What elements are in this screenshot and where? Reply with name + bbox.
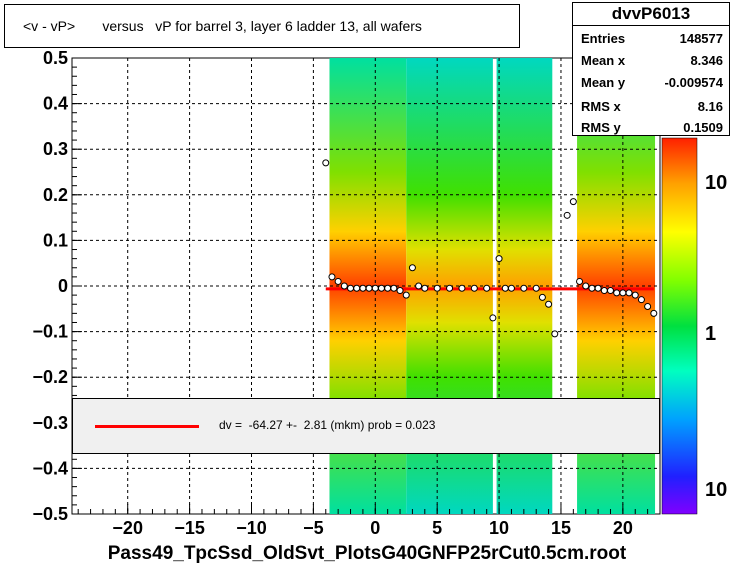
z-tick-label: 10 [705,172,727,194]
y-tick-label: 0.4 [43,94,68,114]
title-box: <v - vP> versus vP for barrel 3, layer 6… [4,4,520,48]
stats-key: Mean x [581,53,626,68]
profile-point [415,282,423,290]
profile-point [489,314,497,322]
y-tick-label: 0.1 [43,230,68,250]
profile-point [470,284,478,292]
y-tick-label: −0.4 [32,458,68,478]
profile-point [365,284,373,292]
fit-legend-label: dv = -64.27 +- 2.81 (mkm) prob = 0.023 [219,418,436,432]
profile-point [532,284,540,292]
x-tick-label: 0 [370,518,380,538]
stats-value: 8.346 [690,53,723,68]
stats-value: 148577 [679,31,723,46]
profile-point [538,293,546,301]
color-scale-bar [661,137,698,515]
stats-value: 8.16 [697,99,723,114]
stats-key: RMS y [581,120,621,135]
stats-key: Entries [581,31,626,46]
profile-point [501,284,509,292]
profile-point [322,159,330,167]
profile-point [408,264,416,272]
x-tick-label: 20 [613,518,633,538]
profile-point [458,284,466,292]
profile-point [625,289,633,297]
profile-point [353,284,361,292]
axes: −20 −15 −10 −5 0 5 10 15 20 −0.5 −0.4 −0.3 −0.2 −0.1 0… [32,48,649,538]
x-axis-title: Pass49_TpcSsd_OldSvt_PlotsG40GNFP25rCut0… [107,543,627,564]
stats-value: -0.009574 [664,75,723,90]
profile-point [347,284,355,292]
y-tick-label: −0.5 [32,504,68,524]
profile-point [402,291,410,299]
profile-point [377,284,385,292]
profile-point [600,287,608,295]
stats-key: Mean y [581,75,626,90]
x-tick-label: −20 [112,518,143,538]
profile-point [637,296,645,304]
stats-key: RMS x [581,99,621,114]
profile-point [613,289,621,297]
y-tick-label: 0.5 [43,48,68,68]
profile-point [340,282,348,290]
stats-value: 0.1509 [683,120,723,135]
profile-point [545,300,553,308]
profile-point [390,284,398,292]
chart-title: <v - vP> versus vP for barrel 3, layer 6… [23,18,422,34]
y-tick-label: −0.1 [32,322,68,342]
y-tick-label: −0.3 [32,413,68,433]
stats-row: RMS x 8.16 [581,99,723,119]
x-tick-label: 10 [489,518,509,538]
stats-row: Entries 148577 [581,31,723,51]
stats-row: Mean x 8.346 [581,53,723,73]
profile-point [569,198,577,206]
profile-point [619,289,627,297]
profile-point [644,303,652,311]
profile-point [551,330,559,338]
profile-point [588,284,596,292]
profile-point [433,284,441,292]
profile-point [507,284,515,292]
profile-point [520,284,528,292]
profile-point [384,284,392,292]
x-tick-label: 5 [432,518,442,538]
stats-box: dvvP6013 Entries 148577 Mean x 8.346 Mean … [572,2,730,136]
stats-row: Mean y -0.009574 [581,75,723,95]
profile-point [495,255,503,263]
y-tick-label: −0.2 [32,367,68,387]
profile-point [421,284,429,292]
profile-points [322,159,658,338]
profile-point [576,277,584,285]
profile-point [582,282,590,290]
fit-legend-line [95,425,199,428]
profile-point [650,309,658,317]
profile-point [483,284,491,292]
stats-row: RMS y 0.1509 [581,120,723,140]
profile-point [446,284,454,292]
x-tick-label: 15 [551,518,571,538]
x-tick-label: −10 [236,518,267,538]
x-tick-label: −15 [174,518,205,538]
y-tick-label: 0.3 [43,139,68,159]
y-tick-label: 0.2 [43,185,68,205]
y-tick-label: 0 [58,276,68,296]
profile-point [359,284,367,292]
profile-point [606,287,614,295]
profile-point [563,211,571,219]
z-tick-label: 10 [705,479,727,501]
z-tick-label: 1 [705,323,716,345]
stats-name: dvvP6013 [573,3,729,26]
profile-point [396,287,404,295]
profile-point [334,277,342,285]
profile-point [328,273,336,281]
profile-point [594,284,602,292]
x-tick-label: −5 [303,518,324,538]
profile-point [371,284,379,292]
profile-point [631,291,639,299]
fit-legend: dv = -64.27 +- 2.81 (mkm) prob = 0.023 [72,398,660,454]
